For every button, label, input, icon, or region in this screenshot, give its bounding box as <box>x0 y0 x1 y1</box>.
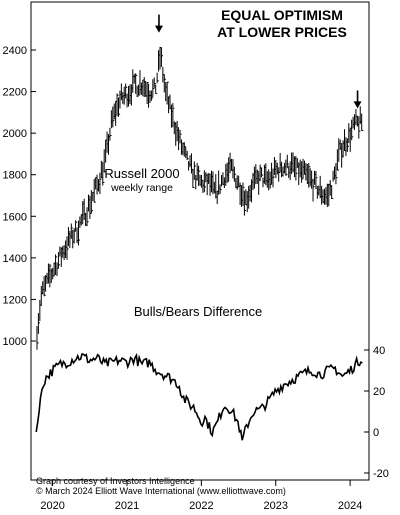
down-arrow-icon <box>154 14 163 33</box>
right-tick-label: -20 <box>373 468 389 480</box>
right-tick-label: 20 <box>373 386 385 398</box>
left-tick-label: 1200 <box>3 294 27 306</box>
left-axis-ticks: 2400 2200 2000 1800 1600 1400 1200 1000 <box>3 45 36 348</box>
x-tick-label: 2022 <box>189 500 213 512</box>
credit-line-2: © March 2024 Elliott Wave International … <box>36 486 286 496</box>
left-tick-label: 1600 <box>3 211 27 223</box>
bulls-bears-label: Bulls/Bears Difference <box>134 304 262 319</box>
left-tick-label: 2000 <box>3 128 27 140</box>
left-tick-label: 1000 <box>3 336 27 348</box>
right-tick-label: 40 <box>373 345 385 357</box>
chart-title: EQUAL OPTIMISM <box>221 7 343 23</box>
right-tick-label: 0 <box>373 427 379 439</box>
down-arrow-icon <box>353 90 362 109</box>
plot-frame <box>30 1 370 481</box>
x-tick-label: 2023 <box>263 500 287 512</box>
credit-line-1: Graph courtesy of Investors Intelligence <box>36 476 195 486</box>
bulls-bears-line <box>35 352 363 441</box>
left-tick-label: 1400 <box>3 253 27 265</box>
russell-sublabel: weekly range <box>110 182 173 194</box>
russell-label: Russell 2000 <box>104 166 179 181</box>
x-tick-label: 2024 <box>338 500 362 512</box>
left-tick-label: 2400 <box>3 45 27 57</box>
x-axis-ticks: 2020 2021 2022 2023 2024 <box>40 480 362 512</box>
right-axis-ticks: 40 20 0 -20 <box>364 345 389 480</box>
russell-bars <box>36 46 364 350</box>
left-tick-label: 1800 <box>3 170 27 182</box>
arrow-markers <box>154 14 362 109</box>
chart-subtitle: AT LOWER PRICES <box>217 24 347 40</box>
x-tick-label: 2020 <box>40 500 64 512</box>
left-tick-label: 2200 <box>3 87 27 99</box>
x-tick-label: 2021 <box>115 500 139 512</box>
